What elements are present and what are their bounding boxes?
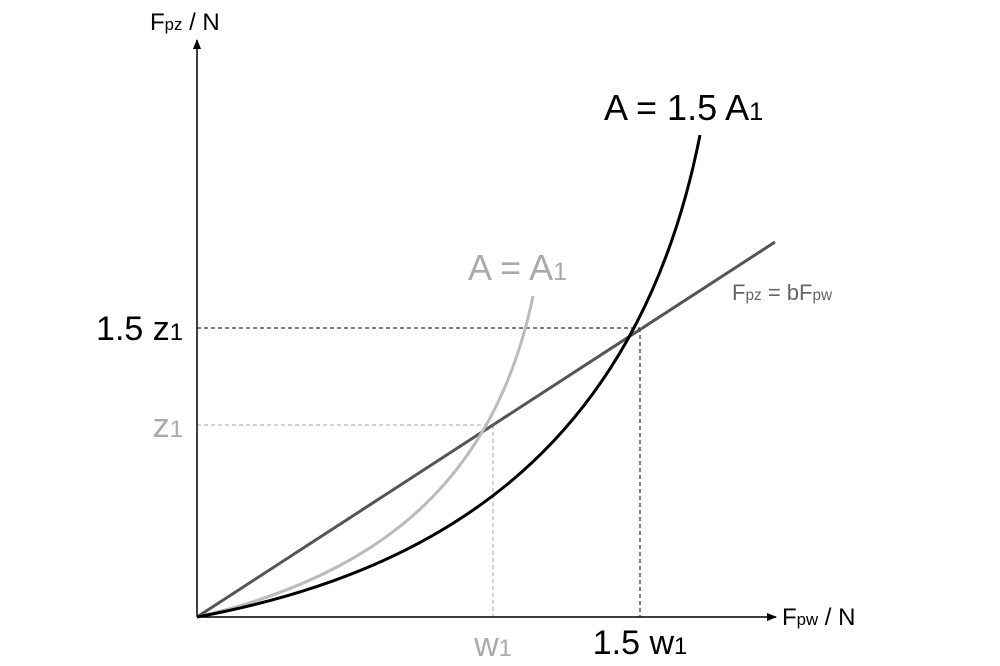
text-part: pw: [797, 610, 819, 629]
text-part: pz: [165, 15, 183, 34]
text-part: 1: [170, 319, 183, 346]
x-mark-label: w1: [473, 626, 512, 664]
text-part: pw: [812, 287, 833, 304]
proportional-line: [196, 240, 776, 619]
line-label: Fpz = bFpw: [732, 280, 833, 305]
text-part: F: [732, 280, 745, 305]
text-part: 1: [749, 98, 763, 126]
y-mark-label: 1.5 z1: [96, 310, 183, 348]
curve-label: A = 1.5 A1: [604, 87, 763, 128]
text-part: A = 1.5 A: [604, 87, 749, 128]
text-part: z: [153, 407, 170, 445]
text-part: 1.5 w: [593, 624, 675, 662]
text-part: 1: [499, 635, 512, 662]
x-mark-label: 1.5 w1: [593, 624, 688, 662]
text-part: pz: [745, 287, 761, 304]
text-part: F: [150, 9, 165, 36]
y-mark-label: z1: [153, 407, 183, 445]
text-part: F: [782, 604, 797, 631]
text-part: 1.5 z: [96, 310, 170, 348]
curve-a1: [196, 295, 535, 619]
text-part: / N: [818, 604, 855, 631]
text-part: / N: [182, 9, 219, 36]
x-axis-label: Fpw / N: [782, 604, 855, 631]
curve-label: A = A1: [468, 247, 567, 288]
text-part: = bF: [762, 280, 813, 305]
y-axis-label: Fpz / N: [150, 9, 220, 36]
text-part: w: [473, 626, 499, 664]
text-part: 1: [674, 633, 687, 660]
text-part: 1: [553, 258, 567, 286]
curve-15a1: [196, 134, 702, 619]
text-part: A = A: [468, 247, 553, 288]
text-part: 1: [170, 416, 183, 443]
